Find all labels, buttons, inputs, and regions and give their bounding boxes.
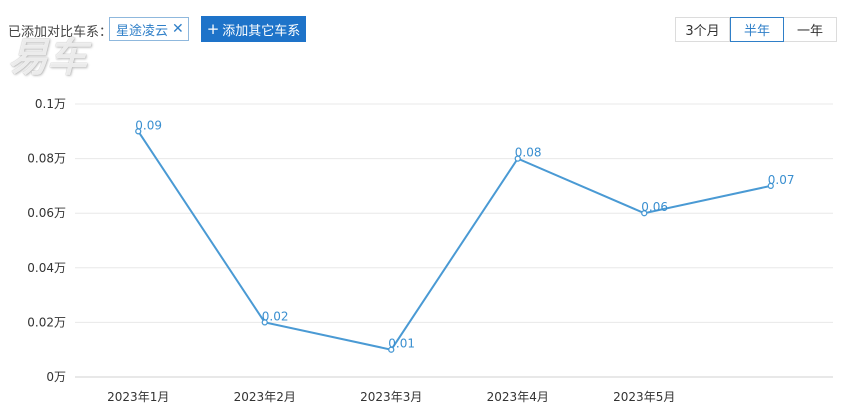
x-tick-label: 2023年1月 bbox=[107, 390, 169, 404]
data-label: 0.06 bbox=[641, 200, 668, 214]
x-tick-label: 2023年2月 bbox=[234, 390, 296, 404]
data-label: 0.08 bbox=[515, 146, 542, 160]
tab-one-year[interactable]: 一年 bbox=[784, 18, 836, 41]
data-point bbox=[135, 128, 142, 135]
y-tick-label: 0.02万 bbox=[27, 315, 66, 329]
x-tick-label: 2023年4月 bbox=[487, 390, 549, 404]
range-tabs: 3个月 半年 一年 bbox=[675, 17, 837, 42]
plus-icon: + bbox=[206, 20, 220, 38]
compare-label: 已添加对比车系： bbox=[8, 25, 113, 40]
y-tick-label: 0.04万 bbox=[27, 261, 66, 275]
compare-chip-label: 星途凌云 bbox=[116, 23, 169, 39]
y-tick-label: 0.08万 bbox=[27, 152, 66, 166]
y-tick-label: 0万 bbox=[46, 370, 66, 384]
add-series-button[interactable]: + 添加其它车系 bbox=[201, 16, 306, 42]
data-label: 0.09 bbox=[135, 118, 162, 132]
add-series-label: 添加其它车系 bbox=[222, 23, 301, 39]
x-tick-label: 2023年5月 bbox=[613, 390, 675, 404]
data-point bbox=[641, 210, 648, 217]
tab-3-months[interactable]: 3个月 bbox=[676, 18, 730, 41]
data-point bbox=[388, 346, 395, 353]
close-icon[interactable]: ✕ bbox=[172, 21, 184, 37]
x-tick-label: 2023年3月 bbox=[360, 390, 422, 404]
y-tick-label: 0.06万 bbox=[27, 206, 66, 220]
data-label: 0.07 bbox=[768, 173, 795, 187]
data-point bbox=[261, 319, 268, 326]
y-tick-label: 0.1万 bbox=[35, 97, 66, 111]
data-label: 0.02 bbox=[262, 309, 289, 323]
tab-half-year[interactable]: 半年 bbox=[730, 17, 784, 42]
data-label: 0.01 bbox=[388, 337, 415, 351]
data-point bbox=[514, 155, 521, 162]
data-point bbox=[767, 182, 774, 190]
series-line bbox=[137, 130, 771, 351]
compare-chip[interactable]: 星途凌云 ✕ bbox=[109, 17, 189, 41]
